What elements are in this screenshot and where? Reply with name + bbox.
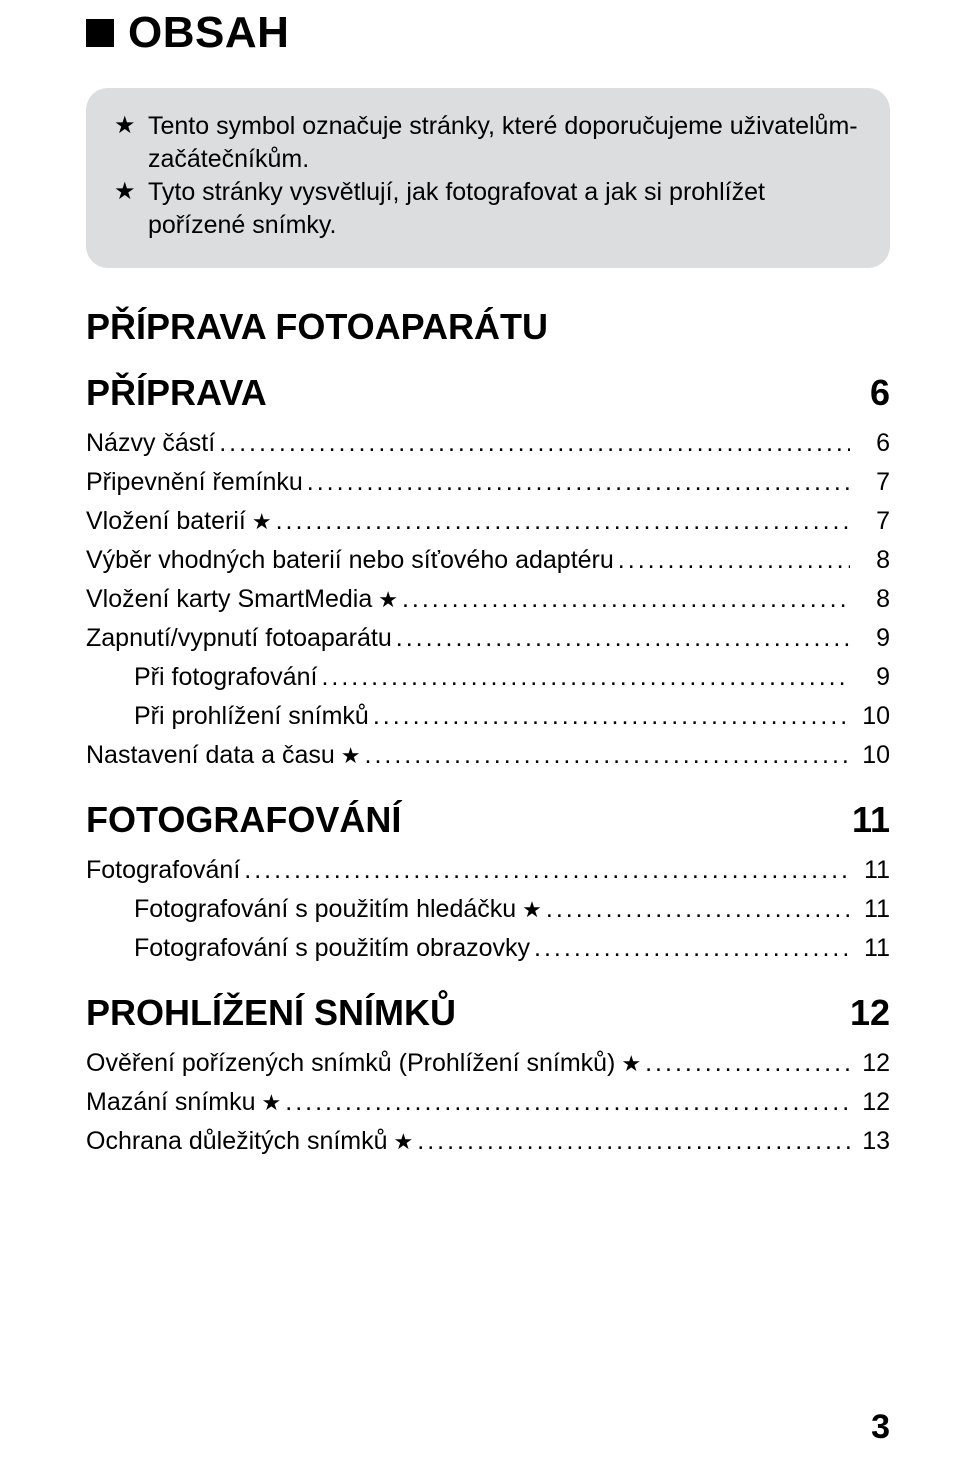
star-icon: ★ [114,176,138,208]
star-icon: ★ [114,110,138,142]
toc-label: Při fotografování [134,658,317,697]
toc-row: Fotografování 11 [86,851,890,890]
star-icon: ★ [394,1125,414,1159]
page: OBSAH ★ Tento symbol označuje stránky, k… [0,0,960,1469]
toc-row: Ochrana důležitých snímků★ 13 [86,1122,890,1161]
dot-leader [417,1122,850,1161]
dot-leader [546,890,850,929]
toc-page: 12 [854,1083,890,1122]
toc-row: Mazání snímku★ 12 [86,1083,890,1122]
toc-page: 10 [854,697,890,736]
toc-page: 6 [854,424,890,463]
toc-label: Fotografování s použitím hledáčku [134,890,516,929]
toc-label: Při prohlížení snímků [134,697,369,736]
toc-label: Zapnutí/vypnutí fotoaparátu [86,619,392,658]
note-box: ★ Tento symbol označuje stránky, které d… [86,88,890,268]
section-title: PROHLÍŽENÍ SNÍMKŮ [86,992,456,1034]
toc-label: Připevnění řemínku [86,463,303,502]
toc-row: Zapnutí/vypnutí fotoaparátu 9 [86,619,890,658]
note-line-2: ★ Tyto stránky vysvětlují, jak fotografo… [114,176,862,242]
section-page: 11 [852,799,890,841]
dot-leader [285,1083,850,1122]
note-text-2: Tyto stránky vysvětlují, jak fotografova… [148,176,862,242]
toc-row: Ověření pořízených snímků (Prohlížení sn… [86,1044,890,1083]
star-icon: ★ [341,739,361,773]
dot-leader [645,1044,850,1083]
toc-page: 8 [854,541,890,580]
toc-page: 13 [854,1122,890,1161]
toc-block-2: Fotografování11Fotografování s použitím … [86,851,890,968]
toc-label: Fotografování [86,851,240,890]
dot-leader [244,851,850,890]
toc-label: Nastavení data a času [86,736,335,775]
toc-label: Výběr vhodných baterií nebo síťového ada… [86,541,614,580]
section-title: PŘÍPRAVA [86,372,267,414]
toc-page: 11 [854,890,890,929]
toc-row: Fotografování s použitím obrazovky 11 [86,929,890,968]
toc-row: Nastavení data a času★ 10 [86,736,890,775]
toc-page: 12 [854,1044,890,1083]
dot-leader [321,658,850,697]
toc-label: Mazání snímku [86,1083,256,1122]
toc-label: Vložení karty SmartMedia [86,580,372,619]
toc-row: Vložení baterií★ 7 [86,502,890,541]
dot-leader [402,580,850,619]
section-header: FOTOGRAFOVÁNÍ 11 [86,799,890,841]
heading-row: OBSAH [86,0,890,58]
toc-page: 11 [854,929,890,968]
toc-page: 7 [854,502,890,541]
toc-label: Fotografování s použitím obrazovky [134,929,530,968]
section-super-title: PŘÍPRAVA FOTOAPARÁTU [86,306,890,348]
toc-row: Vložení karty SmartMedia★ 8 [86,580,890,619]
section-page: 6 [870,372,890,414]
page-title: OBSAH [128,8,289,58]
toc-row: Připevnění řemínku 7 [86,463,890,502]
toc-page: 7 [854,463,890,502]
toc-label: Názvy částí [86,424,215,463]
toc-row: Při prohlížení snímků 10 [86,697,890,736]
dot-leader [396,619,850,658]
dot-leader [219,424,850,463]
toc-row: Názvy částí 6 [86,424,890,463]
toc-row: Výběr vhodných baterií nebo síťového ada… [86,541,890,580]
toc-page: 10 [854,736,890,775]
dot-leader [365,736,850,775]
section-title: FOTOGRAFOVÁNÍ [86,799,401,841]
star-icon: ★ [252,505,272,539]
section-header: PROHLÍŽENÍ SNÍMKŮ 12 [86,992,890,1034]
toc-label: Ověření pořízených snímků (Prohlížení sn… [86,1044,615,1083]
toc-page: 11 [854,851,890,890]
star-icon: ★ [262,1086,282,1120]
square-bullet-icon [86,19,114,47]
dot-leader [307,463,850,502]
toc-block-1: Názvy částí6Připevnění řemínku7Vložení b… [86,424,890,775]
dot-leader [534,929,850,968]
toc-page: 9 [854,619,890,658]
dot-leader [276,502,850,541]
note-text-1: Tento symbol označuje stránky, které dop… [148,110,862,176]
toc-label: Ochrana důležitých snímků [86,1122,388,1161]
section-header: PŘÍPRAVA 6 [86,372,890,414]
toc-label: Vložení baterií [86,502,246,541]
toc-page: 8 [854,580,890,619]
section-page: 12 [850,992,890,1034]
star-icon: ★ [522,893,542,927]
page-number: 3 [871,1408,890,1447]
dot-leader [373,697,850,736]
toc-row: Fotografování s použitím hledáčku★ 11 [86,890,890,929]
star-icon: ★ [378,583,398,617]
note-line-1: ★ Tento symbol označuje stránky, které d… [114,110,862,176]
toc-block-3: Ověření pořízených snímků (Prohlížení sn… [86,1044,890,1161]
dot-leader [618,541,850,580]
toc-page: 9 [854,658,890,697]
toc-row: Při fotografování 9 [86,658,890,697]
star-icon: ★ [621,1047,641,1081]
